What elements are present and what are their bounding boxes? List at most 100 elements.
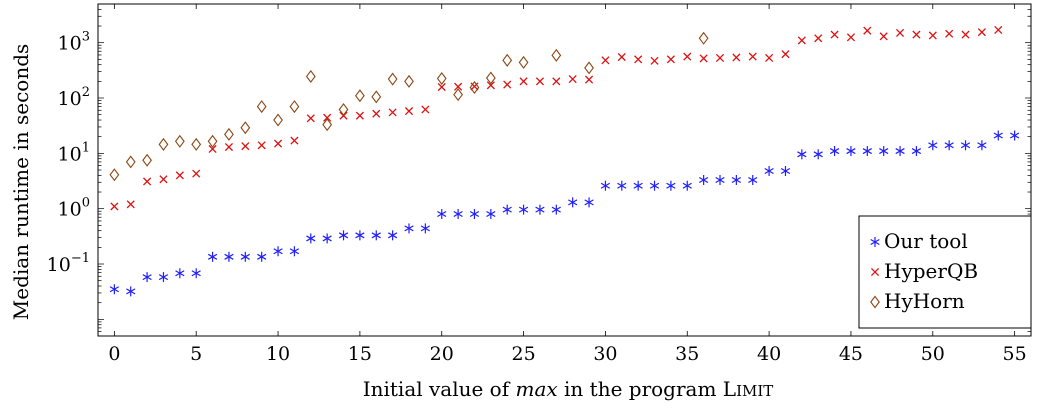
x-stroke — [503, 80, 512, 89]
data-point — [404, 74, 414, 88]
data-point — [256, 100, 267, 114]
data-point — [748, 52, 757, 61]
data-point — [518, 204, 529, 215]
data-point — [519, 77, 528, 86]
data-point — [846, 146, 856, 157]
data-point — [125, 155, 136, 169]
asterisk-stroke — [420, 225, 430, 232]
data-point — [584, 75, 594, 84]
x-stroke — [306, 114, 315, 123]
data-point — [208, 144, 217, 154]
asterisk-stroke — [731, 176, 741, 184]
data-point — [780, 165, 791, 176]
diamond-shape — [453, 88, 463, 102]
data-point — [715, 174, 725, 185]
x-axis-title-start: Initial value of — [363, 377, 516, 401]
data-point — [158, 137, 169, 151]
diamond-shape — [174, 134, 185, 148]
data-point — [469, 80, 480, 94]
data-point — [241, 142, 250, 151]
series-our-tool — [109, 130, 1020, 297]
data-point — [993, 130, 1003, 141]
data-point — [912, 30, 921, 39]
x-stroke — [388, 108, 397, 117]
data-point — [731, 174, 741, 185]
x-stroke — [895, 28, 905, 37]
x-stroke — [175, 171, 184, 180]
data-point — [240, 121, 251, 135]
diamond-shape — [469, 80, 480, 94]
asterisk-stroke — [911, 148, 922, 155]
x-stroke — [437, 82, 446, 92]
x-stroke — [977, 28, 986, 37]
data-point — [945, 29, 954, 38]
data-point — [159, 175, 168, 184]
data-point — [895, 28, 905, 37]
asterisk-stroke — [715, 176, 725, 184]
asterisk-stroke — [273, 248, 283, 255]
data-point — [977, 140, 987, 151]
x-stroke — [143, 177, 152, 186]
asterisk-stroke — [960, 142, 971, 149]
legend-marker-glyph — [870, 267, 880, 277]
x-tick-label: 5 — [190, 343, 202, 365]
x-stroke — [208, 144, 217, 154]
x-stroke — [404, 107, 414, 116]
asterisk-stroke — [928, 142, 938, 149]
diamond-shape — [191, 137, 202, 151]
diamond-shape — [207, 134, 218, 148]
x-stroke — [584, 75, 594, 84]
x-stroke — [601, 56, 610, 65]
data-point — [355, 230, 365, 241]
asterisk-stroke — [371, 232, 381, 239]
legend-marker-glyph — [870, 295, 880, 309]
data-point — [584, 197, 594, 208]
data-point — [797, 149, 807, 160]
data-point — [191, 268, 201, 279]
x-stroke — [634, 55, 643, 64]
x-tick-label: 40 — [757, 343, 781, 365]
asterisk-stroke — [240, 253, 250, 260]
x-stroke — [192, 169, 201, 178]
x-tick-label: 10 — [266, 343, 290, 365]
data-point — [305, 69, 316, 83]
asterisk-stroke — [388, 232, 398, 239]
data-point — [224, 251, 234, 262]
data-point — [503, 80, 512, 89]
asterisk-stroke — [453, 211, 463, 218]
legend-item-hyhorn: HyHorn — [870, 289, 965, 313]
asterisk-stroke — [879, 148, 889, 155]
asterisk-stroke — [797, 151, 807, 158]
data-point — [633, 180, 643, 191]
diamond-shape — [125, 155, 136, 169]
data-point — [781, 50, 790, 59]
legend-marker-hyperqb — [870, 267, 880, 277]
data-point — [911, 146, 922, 157]
data-point — [371, 230, 381, 241]
x-axis-title-variable: max — [516, 377, 558, 401]
asterisk-stroke — [600, 182, 611, 189]
asterisk-stroke — [862, 148, 872, 155]
asterisk-stroke — [224, 253, 234, 260]
diamond-shape — [289, 100, 300, 114]
diamond-shape — [240, 121, 251, 135]
series-hyhorn — [109, 31, 709, 182]
diamond-shape — [387, 72, 398, 86]
y-tick-label-exponent: 0 — [82, 196, 90, 211]
y-tick-label: 101 — [58, 140, 90, 165]
data-point — [437, 82, 446, 92]
data-point — [895, 146, 905, 157]
data-point — [323, 113, 332, 122]
x-stroke — [683, 52, 692, 61]
data-point — [960, 140, 971, 151]
data-point — [552, 77, 561, 86]
legend-label-hyperqb: HyperQB — [884, 259, 978, 283]
data-point — [928, 140, 938, 151]
x-stroke — [781, 50, 790, 59]
x-stroke — [110, 202, 119, 211]
asterisk-stroke — [437, 211, 447, 218]
x-tick-label: 45 — [839, 343, 863, 365]
data-point — [387, 72, 398, 86]
x-stroke — [224, 142, 234, 152]
